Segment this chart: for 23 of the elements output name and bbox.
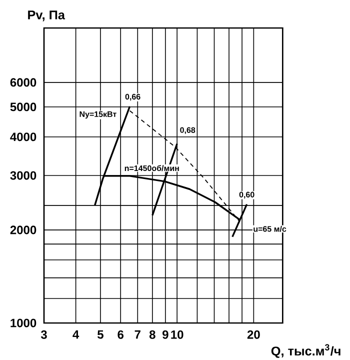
y-tick-label: 5000 xyxy=(10,102,36,112)
annotation: n=1450об/мин xyxy=(124,165,179,172)
y-axis-title: Pv, Па xyxy=(28,10,66,22)
annotation: 0,66 xyxy=(125,94,140,101)
y-tick-label: 6000 xyxy=(10,78,36,87)
y-tick-label: 1000 xyxy=(10,318,36,328)
x-tick-label: 3 xyxy=(40,330,47,339)
y-tick-label: 2000 xyxy=(10,226,36,234)
annotation: Ny=15кВт xyxy=(80,111,116,119)
x-tick-label: 5 xyxy=(98,330,104,339)
annotation: 0,60 xyxy=(239,192,254,199)
annotation: u=65 м/с xyxy=(254,226,286,232)
x-tick-label: 10 xyxy=(171,330,184,339)
x-axis-title: Q, тыс.м$^{3}$/ч xyxy=(271,344,340,358)
x-tick-label: 6 xyxy=(118,330,124,339)
x-tick-label: 20 xyxy=(247,330,260,339)
x-tick-label: 7 xyxy=(134,330,140,339)
x-tick-label: 8 xyxy=(149,330,156,339)
y-tick-label: 4000 xyxy=(10,132,36,142)
annotation: 0,68 xyxy=(180,127,196,134)
x-tick-label: 4 xyxy=(72,330,80,339)
x-tick-label: 9 xyxy=(162,330,168,339)
y-tick-label: 3000 xyxy=(10,171,36,180)
